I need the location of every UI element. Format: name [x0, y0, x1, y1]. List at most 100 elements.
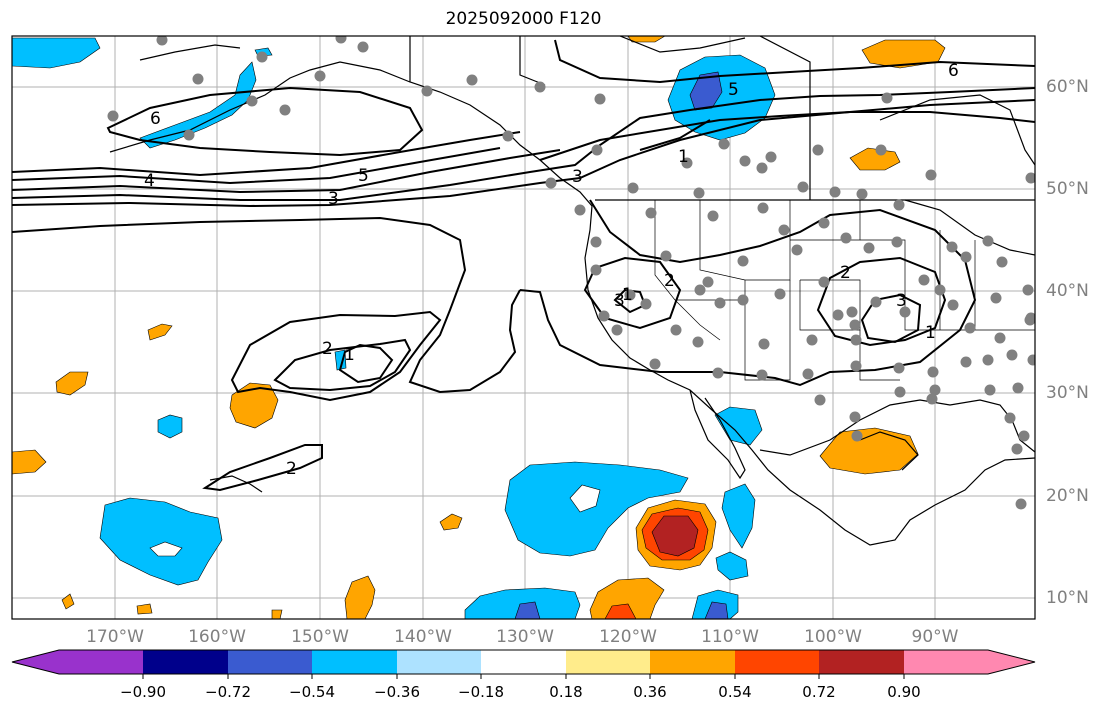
station-marker: [893, 199, 905, 211]
lon-label: 160°W: [188, 627, 246, 647]
contour-label: 3: [614, 291, 625, 311]
station-marker: [624, 289, 636, 301]
station-marker: [314, 70, 326, 82]
station-marker: [778, 224, 790, 236]
station-marker: [797, 181, 809, 193]
station-marker: [840, 232, 852, 244]
colorbar-tick-label: 0.36: [633, 683, 667, 701]
station-marker: [851, 430, 863, 442]
station-marker: [947, 299, 959, 311]
contour-label: 1: [925, 323, 936, 343]
contour-label: 3: [572, 167, 583, 187]
station-marker: [590, 236, 602, 248]
contour-label: 1: [344, 345, 355, 365]
station-marker: [421, 85, 433, 97]
station-marker: [960, 251, 972, 263]
station-marker: [832, 309, 844, 321]
contour-lines: [12, 39, 1035, 492]
station-marker: [818, 276, 830, 288]
station-marker: [984, 384, 996, 396]
station-marker: [893, 362, 905, 374]
map-frame: [11, 35, 1036, 620]
station-marker: [757, 202, 769, 214]
station-marker: [774, 288, 786, 300]
station-marker: [502, 130, 514, 142]
colorbar-tick-label: −0.72: [205, 683, 251, 701]
station-marker: [964, 322, 976, 334]
station-marker: [946, 241, 958, 253]
station-marker: [756, 162, 768, 174]
station-marker: [758, 338, 770, 350]
station-marker: [466, 74, 478, 86]
station-marker: [107, 110, 119, 122]
station-marker: [660, 250, 672, 262]
station-marker: [812, 144, 824, 156]
station-marker: [875, 144, 887, 156]
contour-label: 2: [322, 339, 333, 359]
station-markers: [107, 36, 1035, 510]
station-marker: [818, 217, 830, 229]
colorbar-tick-label: −0.54: [289, 683, 335, 701]
station-marker: [849, 319, 861, 331]
contour-label-group: 6 5 4 3 2 1 2 3 1 5 6 2 3 1 2 3 1: [144, 61, 959, 479]
station-marker: [598, 310, 610, 322]
station-marker: [693, 187, 705, 199]
contour-label: 2: [286, 459, 297, 479]
lat-label: 40°N: [1046, 281, 1089, 301]
station-marker: [1025, 312, 1035, 324]
station-marker: [994, 332, 1006, 344]
colorbar-tick-label: 0.18: [549, 683, 583, 701]
colorbar-tick-label: 0.54: [718, 683, 752, 701]
lon-label: 120°W: [599, 627, 657, 647]
station-marker: [707, 210, 719, 222]
station-marker: [846, 306, 858, 318]
station-marker: [918, 274, 930, 286]
station-marker: [791, 244, 803, 256]
station-marker: [574, 204, 586, 216]
lon-label: 90°W: [911, 627, 959, 647]
station-marker: [645, 207, 657, 219]
station-marker: [1006, 349, 1018, 361]
station-marker: [737, 255, 749, 267]
station-marker: [718, 138, 730, 150]
colorbar-tick-label: −0.36: [374, 683, 420, 701]
station-marker: [894, 386, 906, 398]
colorbar-tick-label: −0.18: [458, 683, 504, 701]
station-marker: [256, 51, 268, 63]
lat-label: 10°N: [1046, 588, 1089, 608]
lon-label: 170°W: [86, 627, 144, 647]
station-marker: [1018, 430, 1030, 442]
station-marker: [737, 294, 749, 306]
station-marker: [806, 334, 818, 346]
station-marker: [681, 157, 693, 169]
station-marker: [1025, 172, 1035, 184]
station-marker: [765, 151, 777, 163]
station-marker: [814, 394, 826, 406]
lon-label: 110°W: [701, 627, 759, 647]
station-marker: [1027, 354, 1035, 366]
contour-label: 1: [678, 147, 689, 167]
station-marker: [590, 264, 602, 276]
contour-label: 3: [896, 291, 907, 311]
station-marker: [594, 93, 606, 105]
station-marker: [714, 297, 726, 309]
colorbar-tick-label: 0.90: [887, 683, 921, 701]
station-marker: [649, 358, 661, 370]
station-marker: [891, 236, 903, 248]
station-marker: [960, 356, 972, 368]
station-marker: [1015, 498, 1027, 510]
station-marker: [849, 411, 861, 423]
lon-label: 150°W: [291, 627, 349, 647]
station-marker: [934, 284, 946, 296]
station-marker: [246, 95, 258, 107]
lon-label: 130°W: [496, 627, 554, 647]
station-marker: [829, 186, 841, 198]
station-marker: [929, 384, 941, 396]
station-marker: [702, 276, 714, 288]
station-marker: [982, 235, 994, 247]
station-marker: [192, 73, 204, 85]
lat-label: 50°N: [1046, 179, 1089, 199]
map-title: 2025092000 F120: [445, 9, 602, 29]
station-marker: [591, 144, 603, 156]
